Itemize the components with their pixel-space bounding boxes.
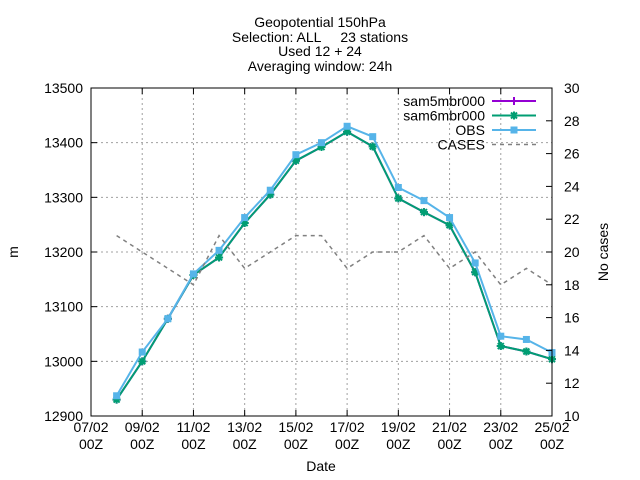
y2-tick-label: 10 — [564, 408, 580, 424]
data-point — [215, 253, 224, 262]
y-tick-label: 13100 — [44, 299, 83, 315]
data-point — [420, 197, 428, 205]
legend-label: sam5mbr000 — [403, 93, 485, 109]
x-tick-label: 09/02 — [125, 419, 160, 435]
legend-marker — [510, 111, 518, 120]
legend-marker — [510, 97, 518, 105]
x-tick-label: 00Z — [386, 436, 411, 452]
data-point — [471, 259, 479, 267]
data-point — [112, 395, 121, 404]
x-tick-label: 07/02 — [73, 419, 108, 435]
data-point — [446, 214, 454, 222]
y-tick-label: 12900 — [44, 408, 83, 424]
x-tick-label: 00Z — [181, 436, 206, 452]
y-tick-label: 13000 — [44, 353, 83, 369]
y2-tick-label: 24 — [564, 178, 580, 194]
x-tick-label: 19/02 — [381, 419, 416, 435]
data-point — [318, 139, 325, 147]
data-point — [445, 221, 454, 230]
legend-label: OBS — [455, 122, 485, 138]
x-axis-label: Date — [306, 458, 336, 474]
data-point — [419, 208, 428, 217]
x-tick-label: 13/02 — [227, 419, 262, 435]
y2-tick-label: 26 — [564, 146, 580, 162]
y-tick-label: 13400 — [44, 135, 83, 151]
data-point — [343, 122, 351, 130]
axes: 07/0200Z09/0200Z11/0200Z13/0200Z15/0200Z… — [44, 80, 580, 452]
y-tick-label: 13500 — [44, 80, 83, 96]
x-tick-label: 00Z — [79, 436, 104, 452]
data-point — [138, 348, 146, 356]
series-line-sam6mbr000 — [115, 130, 553, 401]
y2-tick-label: 22 — [564, 211, 580, 227]
x-tick-label: 17/02 — [330, 419, 365, 435]
data-point — [215, 246, 223, 254]
data-point — [266, 190, 275, 199]
subtitle-line: Used 12 + 24 — [278, 43, 362, 59]
y2-tick-label: 18 — [564, 277, 580, 293]
data-point — [241, 214, 249, 222]
data-point — [522, 335, 530, 343]
x-tick-label: 00Z — [233, 436, 258, 452]
y2-tick-label: 12 — [564, 375, 580, 391]
x-tick-label: 00Z — [437, 436, 462, 452]
y2-tick-label: 28 — [564, 113, 580, 129]
data-point — [394, 183, 402, 191]
y2-axis-label: No cases — [595, 223, 611, 281]
y-tick-label: 13200 — [44, 244, 83, 260]
x-tick-label: 00Z — [284, 436, 309, 452]
y-tick-label: 13300 — [44, 189, 83, 205]
x-tick-label: 25/02 — [534, 419, 569, 435]
data-point — [189, 270, 197, 278]
data-point — [138, 357, 147, 366]
data-point — [394, 194, 403, 203]
data-point — [266, 186, 274, 194]
series-group — [112, 122, 556, 404]
x-tick-label: 15/02 — [278, 419, 313, 435]
data-point — [471, 268, 480, 277]
data-point — [343, 127, 352, 136]
subtitle-line: Averaging window: 24h — [248, 58, 393, 74]
data-point — [113, 392, 121, 400]
subtitle-line: Selection: ALL 23 stations — [232, 29, 408, 45]
x-tick-label: 00Z — [335, 436, 360, 452]
y2-tick-label: 16 — [564, 310, 580, 326]
series-line-sam5mbr000 — [115, 130, 553, 401]
x-tick-label: 21/02 — [432, 419, 467, 435]
legend-marker — [510, 126, 518, 134]
x-tick-label: 11/02 — [176, 419, 210, 435]
y2-tick-label: 20 — [564, 244, 580, 260]
data-point — [497, 332, 505, 340]
data-point — [368, 142, 377, 151]
x-tick-label: 23/02 — [483, 419, 518, 435]
x-tick-label: 00Z — [130, 436, 155, 452]
x-tick-label: 00Z — [489, 436, 514, 452]
data-point — [522, 347, 531, 356]
legend-label: CASES — [438, 137, 485, 153]
y-axis-label: m — [5, 246, 21, 258]
data-point — [164, 315, 172, 323]
chart-title: Geopotential 150hPa Selection: ALL 23 st… — [232, 14, 408, 74]
data-point — [317, 143, 326, 152]
y2-tick-label: 30 — [564, 80, 580, 96]
data-point — [292, 151, 300, 159]
data-point — [369, 133, 377, 141]
series-line-obs — [115, 125, 553, 397]
data-point — [291, 156, 300, 165]
y2-tick-label: 14 — [564, 342, 580, 358]
x-tick-label: 00Z — [540, 436, 565, 452]
title-line: Geopotential 150hPa — [254, 14, 386, 30]
legend-label: sam6mbr000 — [403, 108, 485, 124]
data-point — [240, 219, 249, 228]
data-point — [496, 342, 505, 351]
series-line-cases — [116, 234, 553, 286]
